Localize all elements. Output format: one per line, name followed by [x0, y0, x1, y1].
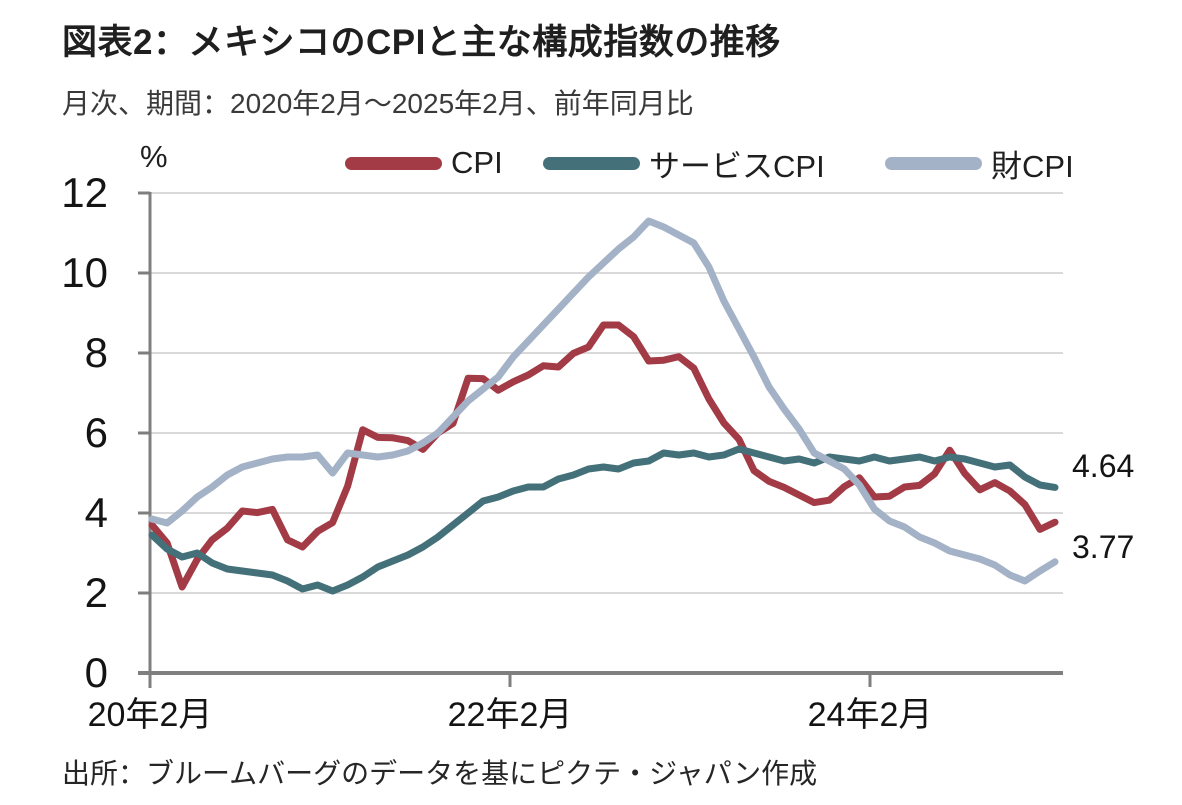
chart-subtitle: 月次、期間：2020年2月～2025年2月、前年同月比: [62, 88, 694, 119]
series-line-CPI: [148, 321, 1059, 591]
x-tick-label: 24年2月: [807, 696, 933, 734]
y-tick-label: 4: [84, 489, 108, 536]
y-tick-label: 12: [61, 169, 108, 216]
legend-item-サービスCPI: サービスCPI: [543, 146, 825, 184]
legend-swatch-CPI: [345, 156, 442, 170]
y-tick-label: 0: [84, 649, 108, 696]
legend-label: サービスCPI: [649, 148, 825, 184]
y-tick-label: 6: [84, 409, 108, 456]
legend-label: CPI: [451, 145, 503, 180]
legend-label: 財CPI: [991, 148, 1074, 184]
end-value-label-CPI: 3.77: [1072, 529, 1135, 565]
series-line-財CPI: [148, 217, 1059, 585]
x-tick-label: 22年2月: [447, 696, 573, 734]
x-tick-label: 20年2月: [87, 696, 213, 734]
y-axis-unit-label: %: [140, 139, 168, 174]
y-tick-label: 2: [84, 569, 108, 616]
legend-swatch-財CPI: [885, 156, 982, 170]
y-tick-label: 10: [61, 249, 108, 296]
series-line-サービスCPI: [148, 445, 1059, 595]
end-value-label-サービスCPI: 4.64: [1072, 448, 1135, 484]
legend-item-財CPI: 財CPI: [885, 146, 1074, 184]
legend-item-CPI: CPI: [345, 145, 503, 180]
source-note: 出所：ブルームバーグのデータを基にピクテ・ジャパン作成: [62, 758, 818, 789]
chart-title: 図表2：メキシコのCPIと主な構成指数の推移: [62, 23, 781, 62]
y-tick-label: 8: [84, 329, 108, 376]
legend-swatch-サービスCPI: [543, 156, 640, 170]
